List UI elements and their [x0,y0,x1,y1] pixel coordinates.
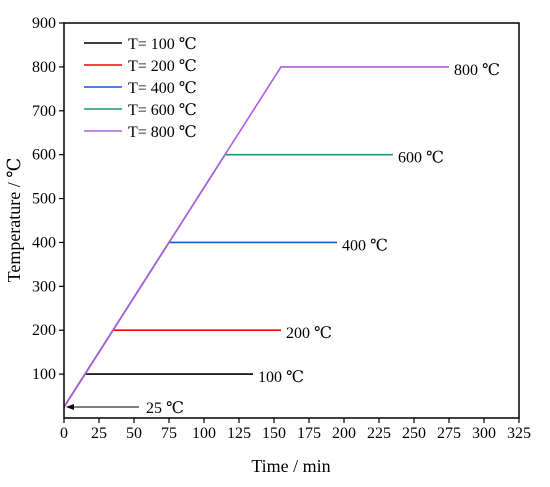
x-tick-label: 300 [472,425,496,442]
x-tick-label: 200 [332,425,356,442]
y-tick-label: 800 [32,59,56,76]
x-tick-label: 250 [402,425,426,442]
series-layer [63,66,449,408]
y-tick-label: 900 [32,15,56,32]
x-tick-label: 0 [60,425,68,442]
end-labels: 100 ℃ 200 ℃ 400 ℃ 600 ℃ 800 ℃ [258,62,500,386]
x-tick-label: 25 [91,425,107,442]
x-tick-label: 325 [507,425,531,442]
x-tick-label: 125 [227,425,251,442]
x-tick-label: 175 [297,425,321,442]
y-tick-label: 100 [32,366,56,383]
series-end-label: 400 ℃ [342,237,388,254]
x-axis-label: Time / min [251,456,330,476]
x-tick-label: 100 [192,425,216,442]
y-tick-label: 700 [32,103,56,120]
series-line-1 [63,329,281,408]
x-tick-label: 50 [126,425,142,442]
y-axis: 100 200 300 400 500 600 700 800 900 [32,15,64,383]
x-tick-label: 275 [437,425,461,442]
series-end-label: 200 ℃ [286,325,332,342]
legend-label: T= 800 ℃ [128,124,197,141]
x-tick-label: 75 [161,425,177,442]
legend-label: T= 600 ℃ [128,102,197,119]
series-line-3 [63,153,393,408]
x-tick-label: 225 [367,425,391,442]
series-end-label: 800 ℃ [454,62,500,79]
y-tick-label: 500 [32,191,56,208]
legend-label: T= 200 ℃ [128,58,197,75]
legend-label: T= 100 ℃ [128,36,197,53]
annotation-arrow-head [66,404,74,411]
annotation-label: 25 ℃ [146,400,184,417]
series-end-label: 100 ℃ [258,369,304,386]
y-tick-label: 300 [32,278,56,295]
series-end-label: 600 ℃ [398,150,444,167]
legend-label: T= 400 ℃ [128,80,197,97]
x-tick-label: 150 [262,425,286,442]
series-line-4 [63,66,449,408]
plot-frame [63,22,520,419]
y-tick-label: 600 [32,147,56,164]
y-tick-label: 400 [32,234,56,251]
y-axis-label: Temperature / ℃ [4,158,24,283]
x-axis: 0 25 50 75 100 125 150 175 200 225 250 275 300 325 [60,418,531,442]
y-tick-label: 200 [32,322,56,339]
legend: T= 100 ℃ T= 200 ℃ T= 400 ℃ T= 600 ℃ T= 800 ℃ [84,36,197,141]
annotation-layer: 25 ℃ [66,400,184,417]
